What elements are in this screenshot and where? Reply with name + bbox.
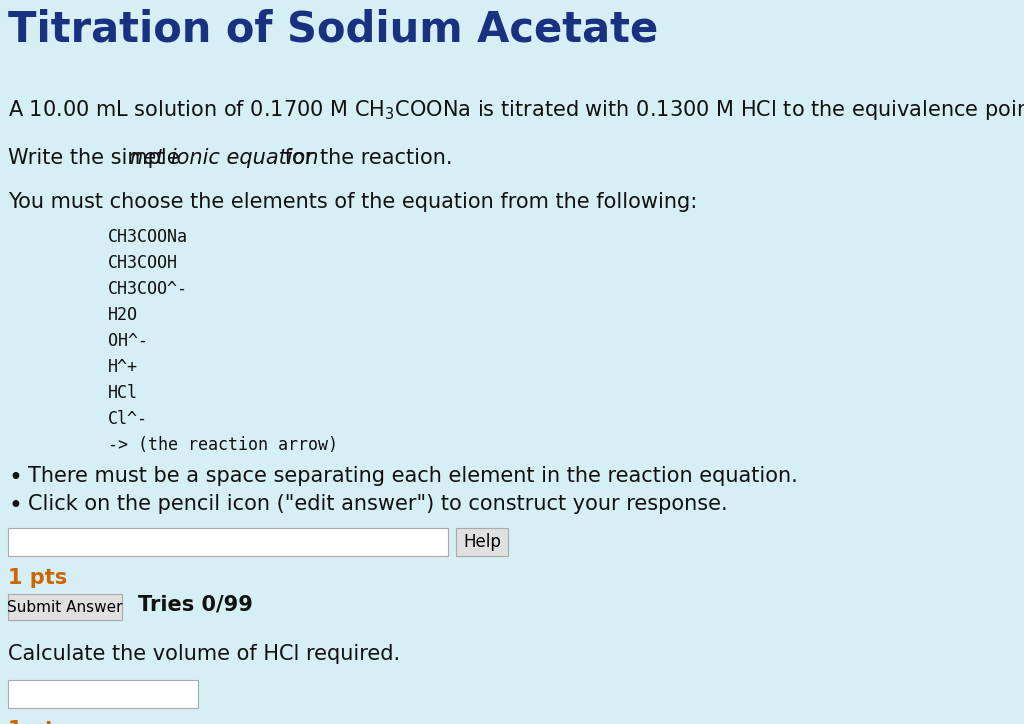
Text: There must be a space separating each element in the reaction equation.: There must be a space separating each el… [28, 466, 798, 486]
Text: Help: Help [463, 533, 501, 551]
Text: •: • [8, 494, 22, 518]
Text: OH^-: OH^- [108, 332, 148, 350]
Text: Write the simple: Write the simple [8, 148, 186, 168]
Text: 1 pts: 1 pts [8, 720, 68, 724]
Bar [456, 528, 508, 556]
Text: Titration of Sodium Acetate: Titration of Sodium Acetate [8, 8, 658, 50]
Text: -> (the reaction arrow): -> (the reaction arrow) [108, 436, 338, 454]
Text: A 10.00 mL solution of 0.1700 M CH$_3$COONa is titrated with 0.1300 M HCl to the: A 10.00 mL solution of 0.1700 M CH$_3$CO… [8, 98, 1024, 122]
Text: H2O: H2O [108, 306, 138, 324]
Text: for the reaction.: for the reaction. [278, 148, 453, 168]
Text: HCl: HCl [108, 384, 138, 402]
Text: Tries 0/99: Tries 0/99 [138, 594, 253, 614]
Text: CH3COOH: CH3COOH [108, 254, 178, 272]
Bar [8, 528, 449, 556]
Text: 1 pts: 1 pts [8, 568, 68, 588]
Text: net ionic equation: net ionic equation [130, 148, 318, 168]
Text: Calculate the volume of HCl required.: Calculate the volume of HCl required. [8, 644, 400, 664]
Text: Click on the pencil icon ("edit answer") to construct your response.: Click on the pencil icon ("edit answer")… [28, 494, 728, 514]
Text: H^+: H^+ [108, 358, 138, 376]
Bar [8, 680, 198, 708]
Text: You must choose the elements of the equation from the following:: You must choose the elements of the equa… [8, 192, 697, 212]
Text: •: • [8, 466, 22, 490]
Text: CH3COO^-: CH3COO^- [108, 280, 188, 298]
Text: Submit Answer: Submit Answer [7, 599, 123, 615]
Bar [8, 594, 122, 620]
Text: Cl^-: Cl^- [108, 410, 148, 428]
Text: CH3COONa: CH3COONa [108, 228, 188, 246]
